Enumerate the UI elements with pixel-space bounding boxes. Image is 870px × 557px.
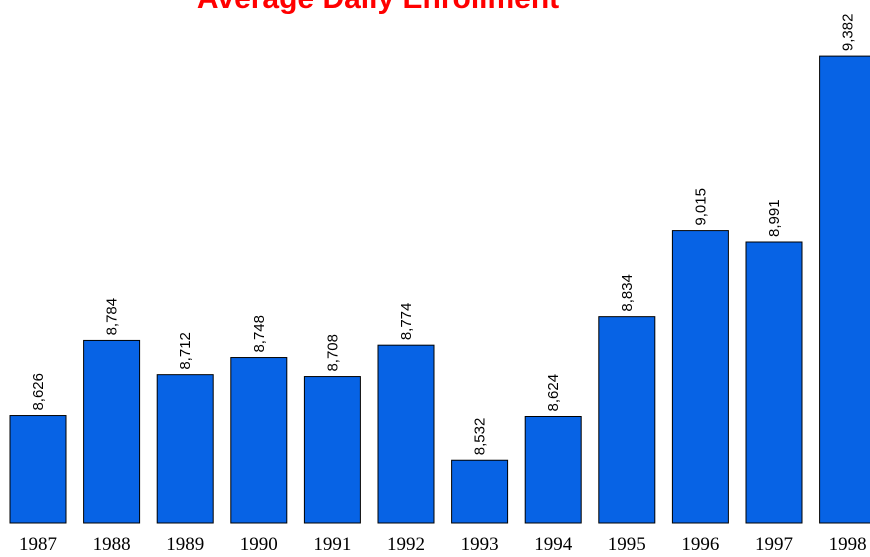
bar xyxy=(230,357,288,524)
value-label: 9,015 xyxy=(692,188,709,226)
value-label: 8,834 xyxy=(619,274,636,312)
bar xyxy=(9,415,67,524)
value-label: 8,774 xyxy=(398,303,415,341)
x-tick-label: 1988 xyxy=(93,534,131,555)
bar xyxy=(451,459,509,524)
bar xyxy=(745,241,803,524)
value-label: 8,991 xyxy=(766,199,783,237)
x-tick-label: 1998 xyxy=(829,534,867,555)
bar xyxy=(524,415,582,524)
chart-title: Average Daily Enrollment xyxy=(197,0,559,15)
value-label: 8,624 xyxy=(545,374,562,412)
value-label: 8,532 xyxy=(472,418,489,456)
bar xyxy=(671,230,729,524)
x-tick-label: 1993 xyxy=(461,534,499,555)
x-tick-label: 1995 xyxy=(608,534,646,555)
value-label: 9,382 xyxy=(840,14,857,52)
bar xyxy=(377,344,435,524)
value-label: 8,708 xyxy=(324,334,341,372)
x-tick-label: 1991 xyxy=(313,534,351,555)
x-tick-label: 1989 xyxy=(166,534,204,555)
value-label: 8,626 xyxy=(30,373,47,411)
bar xyxy=(819,55,870,524)
x-tick-label: 1987 xyxy=(19,534,57,555)
x-tick-label: 1990 xyxy=(240,534,278,555)
bar xyxy=(303,376,361,524)
bar xyxy=(598,316,656,524)
x-tick-label: 1992 xyxy=(387,534,425,555)
x-tick-label: 1994 xyxy=(534,534,573,555)
x-tick-label: 1996 xyxy=(681,534,719,555)
value-label: 8,712 xyxy=(177,332,194,370)
value-label: 8,784 xyxy=(104,298,121,336)
value-label: 8,748 xyxy=(251,315,268,353)
x-tick-label: 1997 xyxy=(755,534,793,555)
bar xyxy=(156,374,214,524)
bar xyxy=(83,339,141,524)
